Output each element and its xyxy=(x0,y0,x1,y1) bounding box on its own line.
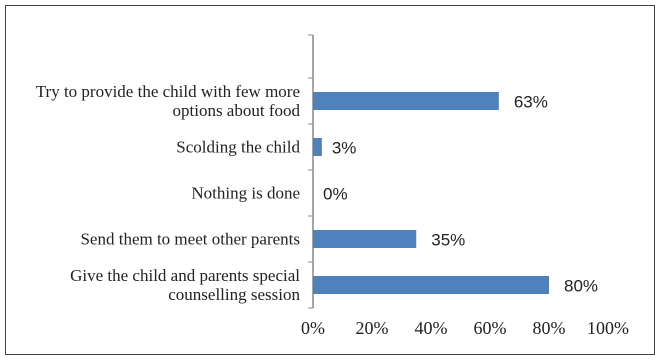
y-tick-label: Nothing is done xyxy=(191,183,300,203)
value-label: 63% xyxy=(514,92,548,111)
bar xyxy=(313,92,499,110)
chart-frame xyxy=(5,5,655,355)
y-tick-label: Send them to meet other parents xyxy=(80,229,300,249)
y-tick-label: Scolding the child xyxy=(176,137,300,157)
y-tick-label: Try to provide the child with few more o… xyxy=(35,82,300,120)
x-tick-label: 40% xyxy=(415,318,448,338)
x-tick-label: 80% xyxy=(533,318,566,338)
x-tick-label: 20% xyxy=(356,318,389,338)
x-tick-label: 100% xyxy=(587,318,629,338)
value-label: 3% xyxy=(332,138,357,157)
value-label: 35% xyxy=(431,230,465,249)
value-label: 80% xyxy=(564,276,598,295)
x-tick-label: 0% xyxy=(301,318,325,338)
bar xyxy=(313,230,417,248)
bar xyxy=(313,138,322,156)
y-tick-label: Give the child and parents special couns… xyxy=(70,266,300,304)
bar xyxy=(313,276,549,294)
value-label: 0% xyxy=(323,184,348,203)
x-tick-label: 60% xyxy=(474,318,507,338)
